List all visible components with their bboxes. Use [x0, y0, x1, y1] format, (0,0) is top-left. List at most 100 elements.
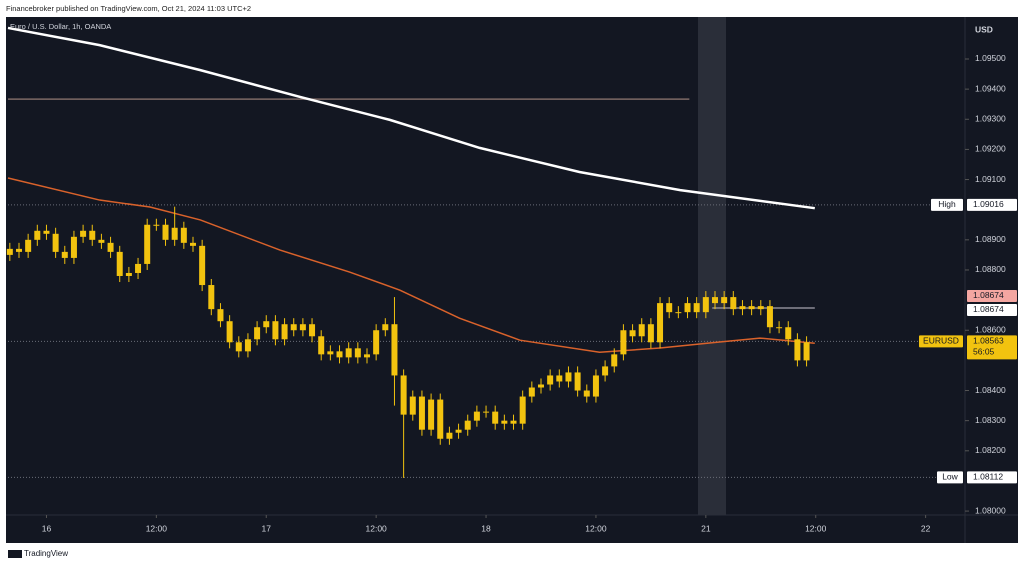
candle-body — [43, 230, 50, 234]
y-tick-label: 1.09100 — [975, 174, 1006, 184]
candle-body — [592, 375, 599, 397]
session-highlight — [698, 17, 726, 515]
x-tick-label: 12:00 — [146, 523, 168, 533]
x-tick-label: 17 — [262, 523, 272, 533]
level-name-badge — [919, 335, 963, 348]
candle-body — [528, 387, 535, 397]
candle-body — [583, 390, 590, 397]
candle-body — [446, 432, 453, 439]
candle-body — [602, 366, 609, 376]
candle-body — [6, 248, 13, 255]
candle-body — [89, 230, 96, 240]
candle-body — [226, 321, 233, 343]
candle-body — [693, 303, 700, 313]
candle-body — [428, 399, 435, 430]
level-value-badge — [967, 198, 1017, 211]
y-tick-label: 1.08200 — [975, 445, 1006, 455]
candle-body — [354, 348, 361, 358]
candle-body — [675, 312, 682, 314]
candle-body — [794, 339, 801, 361]
x-tick-label: 12:00 — [805, 523, 827, 533]
candle-body — [80, 230, 87, 237]
x-tick-label: 12:00 — [366, 523, 388, 533]
candle-body — [721, 297, 728, 304]
candle-body — [803, 342, 810, 361]
x-tick-label: 18 — [481, 523, 491, 533]
candle-body — [647, 324, 654, 343]
y-tick-label: 1.08000 — [975, 505, 1006, 515]
candle-body — [309, 324, 316, 337]
y-tick-label: 1.09200 — [975, 144, 1006, 154]
candle-body — [235, 342, 242, 352]
level-name-badge — [937, 471, 963, 484]
price-badge — [967, 289, 1017, 302]
candle-body — [373, 330, 380, 355]
candle-body — [464, 420, 471, 430]
candle-body — [574, 372, 581, 391]
candle-body — [537, 384, 544, 388]
price-badge-label: 1.08674 — [973, 304, 1004, 314]
candle-body — [263, 321, 270, 328]
logo — [8, 550, 22, 558]
x-tick-label: 22 — [921, 523, 931, 533]
candle-body — [702, 297, 709, 313]
y-tick-label: 1.08400 — [975, 385, 1006, 395]
candle-body — [281, 324, 288, 340]
candle-body — [629, 330, 636, 337]
price-badge — [967, 303, 1017, 316]
level-value: 1.09016 — [973, 199, 1004, 209]
y-tick-label: 1.08600 — [975, 324, 1006, 334]
x-tick-label: 16 — [42, 523, 52, 533]
candle-body — [15, 248, 22, 252]
level-name: High — [938, 199, 956, 209]
candle-body — [244, 339, 251, 352]
candle-body — [730, 297, 737, 310]
candle-body — [684, 303, 691, 313]
candle-body — [483, 411, 490, 413]
candle-body — [547, 375, 554, 385]
level-value-badge — [967, 335, 1017, 360]
y-tick-label: 1.08800 — [975, 264, 1006, 274]
candle-body — [125, 272, 132, 276]
candle-body — [171, 227, 178, 240]
axis-layer: 1.08000 1.08200 1.08300 1.08400 1.08600 1.088… — [42, 53, 1017, 533]
candle-body — [748, 306, 755, 310]
candle-body — [135, 263, 142, 273]
candle-body — [473, 411, 480, 421]
candle-body — [501, 420, 508, 424]
candle-body — [510, 420, 517, 424]
x-tick-label: 12:00 — [585, 523, 607, 533]
candle-body — [657, 303, 664, 343]
candle-body — [153, 224, 160, 226]
price-badge-label: 1.08674 — [973, 290, 1004, 300]
ma-line — [7, 177, 815, 354]
candle-body — [766, 306, 773, 328]
level-name: EURUSD — [923, 336, 959, 346]
currency-label: USD — [975, 24, 993, 34]
level-value-badge — [967, 471, 1017, 484]
candle-body — [519, 396, 526, 424]
y-tick-label: 1.09500 — [975, 53, 1006, 63]
y-tick-label: 1.08900 — [975, 234, 1006, 244]
candle-body — [208, 285, 215, 310]
plot — [6, 26, 965, 478]
candle-body — [400, 375, 407, 415]
candle-body — [162, 224, 169, 240]
candle-body — [363, 354, 370, 358]
candle-body — [620, 330, 627, 355]
level-value: 1.08112 — [973, 472, 1003, 482]
candle-body — [565, 372, 572, 382]
candle-body — [739, 306, 746, 310]
candle-body — [611, 354, 618, 367]
candle-body — [25, 239, 32, 252]
x-tick-label: 21 — [701, 523, 711, 533]
candle-body — [199, 245, 206, 286]
candle-body — [711, 297, 718, 304]
y-tick-label: 1.09300 — [975, 114, 1006, 124]
candle-body — [638, 324, 645, 337]
countdown: 56:05 — [973, 347, 995, 357]
candle-body — [556, 375, 563, 382]
candle-body — [327, 351, 334, 355]
y-tick-label: 1.08300 — [975, 415, 1006, 425]
